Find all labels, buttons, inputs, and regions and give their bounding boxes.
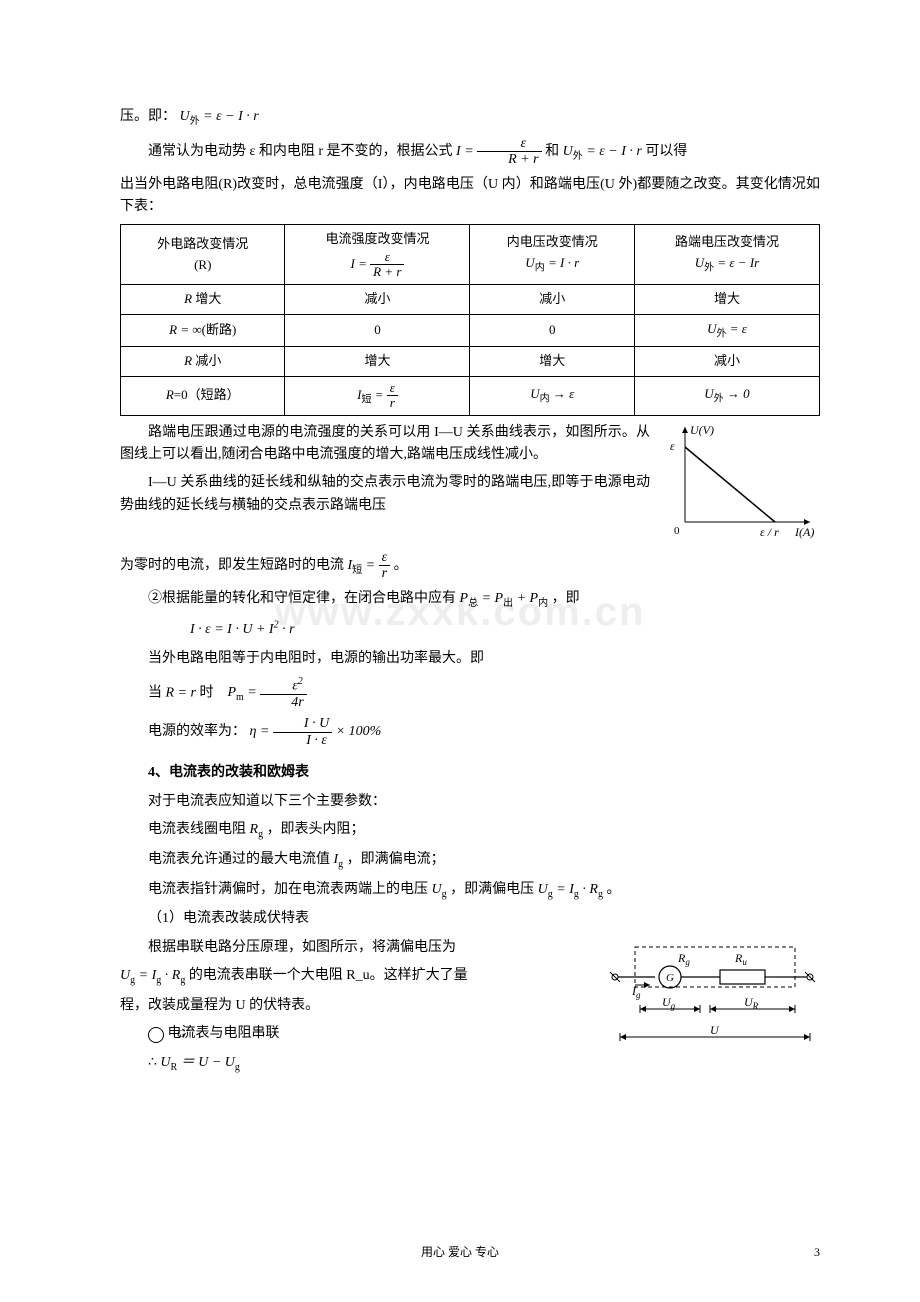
cell: U外 → 0 bbox=[634, 376, 819, 415]
body2-p6: 当外电路电阻等于内电阻时，电源的输出功率最大。即 bbox=[120, 648, 820, 670]
text: ，即满偏电压 bbox=[450, 882, 538, 897]
galvanometer-icon: G bbox=[148, 1027, 164, 1043]
text: 可以得 bbox=[645, 144, 687, 159]
svg-text:Ug: Ug bbox=[662, 995, 676, 1011]
formula: U外 = ε − I · r bbox=[563, 144, 642, 159]
text: ②根据能量的转化和守恒定律，在闭合电路中应有 bbox=[148, 591, 460, 606]
iu-graph-svg: U(V) ε 0 ε / r I(A) bbox=[660, 422, 820, 542]
body2-p4: ②根据能量的转化和守恒定律，在闭合电路中应有 P总 = P出 + P内 ，即 bbox=[120, 588, 820, 612]
cell: 增大 bbox=[470, 347, 634, 377]
circuit-svg: G Rg Ru Ig Ug bbox=[600, 937, 820, 1057]
svg-text:G: G bbox=[666, 972, 674, 984]
intro-line2: 通常认为电动势 ε 和内电阻 r 是不变的，根据公式 I = εR + r 和 … bbox=[120, 136, 820, 168]
y-label: U(V) bbox=[690, 423, 714, 437]
text: 通常认为电动势 ε 和内电阻 r 是不变的，根据公式 bbox=[148, 144, 456, 159]
svg-text:U: U bbox=[710, 1023, 720, 1037]
x-label: I(A) bbox=[794, 525, 814, 539]
table-row: R = ∞(断路) 0 0 U外 = ε bbox=[121, 314, 820, 347]
th-c4: 路端电压改变情况 U外 = ε − Ir bbox=[634, 225, 819, 284]
num: ε bbox=[387, 381, 398, 396]
text: 电源的效率为： bbox=[148, 724, 250, 739]
cell: 增大 bbox=[285, 347, 470, 377]
table-row: R=0（短路） I短 = εr U内 → ε U外 → 0 bbox=[121, 376, 820, 415]
text: 外电路改变情况 bbox=[127, 234, 278, 255]
den: r bbox=[379, 566, 391, 581]
intro-line1: 压。即： U外 = ε − I · r bbox=[120, 106, 820, 130]
cell: R 减小 bbox=[121, 347, 285, 377]
table-row: R 减小 增大 增大 减小 bbox=[121, 347, 820, 377]
text: 当 R = r 时 bbox=[148, 685, 224, 700]
cell: 减小 bbox=[285, 284, 470, 314]
cell: 减小 bbox=[470, 284, 634, 314]
body2-p8: 电源的效率为： η = I · UI · ε × 100% bbox=[120, 716, 820, 748]
intro-line3: 出当外电路电阻(R)改变时，总电流强度（I），内电路电压（U 内）和路端电压(U… bbox=[120, 174, 820, 219]
text: 为零时的电流，即发生短路时的电流 bbox=[120, 558, 348, 573]
iu-graph: U(V) ε 0 ε / r I(A) bbox=[660, 422, 820, 550]
footer: 用心 爱心 专心 bbox=[0, 1243, 920, 1262]
cell: 0 bbox=[285, 314, 470, 347]
num: ε bbox=[379, 550, 391, 566]
text: 。 bbox=[606, 882, 620, 897]
lhs: I = bbox=[456, 144, 474, 159]
den: R + r bbox=[370, 265, 404, 279]
num: ε bbox=[370, 250, 404, 265]
text: 电流表与电阻串联 bbox=[168, 1026, 280, 1041]
variation-table: 外电路改变情况 (R) 电流强度改变情况 I = εR + r 内电压改变情况 … bbox=[120, 224, 820, 415]
cell: 增大 bbox=[634, 284, 819, 314]
table-header-row: 外电路改变情况 (R) 电流强度改变情况 I = εR + r 内电压改变情况 … bbox=[121, 225, 820, 284]
cell: U内 → ε bbox=[470, 376, 634, 415]
xint-label: ε / r bbox=[760, 525, 779, 539]
text: 压。即： bbox=[120, 109, 176, 124]
th-c1: 外电路改变情况 (R) bbox=[121, 225, 285, 284]
text: 路端电压改变情况 bbox=[641, 232, 813, 253]
table-row: R 增大 减小 减小 增大 bbox=[121, 284, 820, 314]
den: R + r bbox=[477, 152, 541, 167]
text: 的电流表串联一个大电阻 R_u。这样扩大了量 bbox=[189, 968, 468, 983]
text: ，即 bbox=[552, 591, 580, 606]
section4-p3: 电流表允许通过的最大电流值 Ig ，即满偏电流； bbox=[120, 849, 820, 873]
formula: I = εR + r bbox=[456, 144, 545, 159]
cell: 减小 bbox=[634, 347, 819, 377]
section4-title: 4、电流表的改装和欧姆表 bbox=[120, 762, 820, 784]
svg-text:Ig: Ig bbox=[631, 984, 641, 1000]
cell: I短 = εr bbox=[285, 376, 470, 415]
text: 电流强度改变情况 bbox=[291, 229, 463, 250]
th-c2: 电流强度改变情况 I = εR + r bbox=[285, 225, 470, 284]
text: 电流表指针满偏时，加在电流表两端上的电压 bbox=[148, 882, 432, 897]
eps-label: ε bbox=[670, 439, 675, 453]
page-number: 3 bbox=[814, 1243, 820, 1262]
cell: R = ∞(断路) bbox=[121, 314, 285, 347]
svg-text:UR: UR bbox=[744, 995, 759, 1011]
cell: R=0（短路） bbox=[121, 376, 285, 415]
body2-p5: I · ε = I · U + I2 · r bbox=[120, 618, 820, 642]
circuit-diagram: G Rg Ru Ig Ug bbox=[600, 937, 820, 1065]
text: (R) bbox=[127, 255, 278, 276]
section4-sub1: （1）电流表改装成伏特表 bbox=[120, 908, 820, 930]
text: 内电压改变情况 bbox=[476, 232, 627, 253]
section4-p1: 对于电流表应知道以下三个主要参数： bbox=[120, 791, 820, 813]
th-c3: 内电压改变情况 U内 = I · r bbox=[470, 225, 634, 284]
cell: R 增大 bbox=[121, 284, 285, 314]
cell: 0 bbox=[470, 314, 634, 347]
formula: U外 = ε − I · r bbox=[180, 109, 259, 124]
text: 。 bbox=[394, 558, 408, 573]
body2-p7: 当 R = r 时 Pm = ε24r bbox=[120, 676, 820, 710]
svg-text:Rg: Rg bbox=[677, 951, 690, 967]
body2-p3: 为零时的电流，即发生短路时的电流 I短 = εr 。 bbox=[120, 550, 820, 582]
section4-p2: 电流表线圈电阻 Rg ，即表头内阻； bbox=[120, 819, 820, 843]
origin-label: 0 bbox=[674, 525, 680, 537]
num: ε bbox=[477, 136, 541, 152]
den: r bbox=[387, 396, 398, 410]
text: 和 bbox=[545, 144, 563, 159]
svg-text:Ru: Ru bbox=[734, 951, 747, 967]
cell: U外 = ε bbox=[634, 314, 819, 347]
section4-p4: 电流表指针满偏时，加在电流表两端上的电压 Ug ，即满偏电压 Ug = Ig ·… bbox=[120, 879, 820, 903]
